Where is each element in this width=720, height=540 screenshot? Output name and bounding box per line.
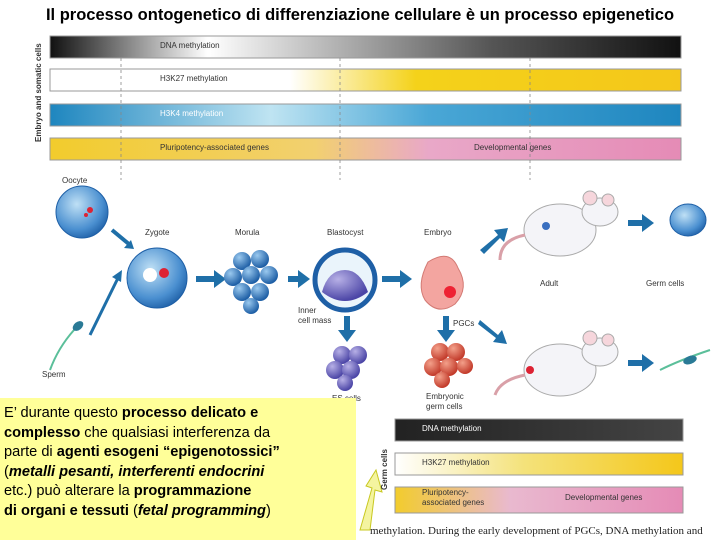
label-blastocyst: Blastocyst [327,228,364,237]
note-text: parte di [4,444,57,460]
note-emphasis: programmazione [133,483,252,499]
label-germ: germ cells [426,402,463,411]
bar-label-developmental: Developmental genes [474,143,552,152]
side-label-embryo: Embryo and somatic cells [34,43,43,142]
bar-label-dna-germ: DNA methylation [422,424,482,433]
note-line-5: etc.) può alterare la programmazione [4,482,352,502]
dna-methylation-bar-germ [394,418,684,442]
dna-methylation-bar [49,35,682,59]
note-emphasis: di organi e tessuti [4,502,129,519]
bar-label-pluri-germ-2: associated genes [422,498,485,507]
h3k27-bar-germ [394,452,684,476]
h3k4-bar [49,103,682,127]
h3k27-bar [49,68,682,92]
note-text: che qualsiasi interferenza da [80,424,271,441]
slide-title: Il processo ontogenetico di differenziaz… [45,6,675,24]
adult-mouse-germline [493,330,619,397]
note-text: ) [265,502,271,519]
note-emphasis: agenti esogeni “epigenotossici” [56,444,280,460]
figure-caption: methylation. During the early developmen… [370,525,703,537]
side-label-germ: Germ cells [380,449,389,490]
bar-label-dev-germ: Developmental genes [565,493,643,502]
sperm-cell [72,321,84,331]
note-box: E’ durante questo processo delicato e co… [0,398,356,540]
note-line-3: parte di agenti esogeni “epigenotossici” [4,443,352,463]
note-text: E’ durante questo [4,405,122,421]
label-cell-mass: cell mass [298,316,332,325]
bar-label-pluripotency: Pluripotency-associated genes [160,143,269,152]
label-zygote: Zygote [145,228,170,237]
label-oocyte: Oocyte [62,176,88,185]
pluripotency-bar [49,137,682,161]
note-emphasis: processo delicato e [121,405,259,421]
label-inner: Inner [298,306,317,315]
note-emphasis: fetal programming [137,502,266,519]
note-line-1: E’ durante questo processo delicato e [4,404,352,424]
pgc-cells [424,343,473,388]
note-text: ( [4,463,9,480]
morula-cells [224,250,278,314]
label-embryo: Embryo [424,228,452,237]
bar-label-h3k4: H3K4 methylation [160,109,224,118]
note-line-4: (metalli pesanti, interferenti endocrini [4,463,352,483]
bar-label-h3k27-germ: H3K27 methylation [422,458,490,467]
bar-label-pluri-germ: Pluripotency- associated genes [422,488,484,508]
note-text: etc.) può alterare la [4,483,134,499]
bar-label-dna: DNA methylation [160,41,220,50]
label-inner-cell-mass: Inner cell mass [298,306,331,326]
label-embryonic: Embryonic [426,392,464,401]
label-germ-cells: Germ cells [646,279,685,288]
adult-mouse [498,190,619,261]
pluripotency-bar-germ [394,486,684,514]
note-text: ( [128,502,138,519]
zygote-cell [126,247,188,309]
note-emphasis: complesso [4,424,81,441]
label-pgcs: PGCs [453,319,475,328]
embryo [420,255,464,310]
oocyte-cell [55,185,109,239]
label-morula: Morula [235,228,260,237]
bar-label-h3k27: H3K27 methylation [160,74,228,83]
label-adult: Adult [540,279,559,288]
figure-graphics [49,35,711,531]
note-line-2: complesso che qualsiasi interferenza da [4,424,352,444]
es-cells [326,346,367,391]
note-emphasis: metalli pesanti, interferenti endocrini [8,463,265,480]
label-embryonic-germ-cells: Embryonic germ cells [426,392,464,412]
label-sperm: Sperm [42,370,66,379]
bar-label-pluri-germ-1: Pluripotency- [422,488,469,497]
note-line-6: di organi e tessuti (fetal programming) [4,502,352,522]
